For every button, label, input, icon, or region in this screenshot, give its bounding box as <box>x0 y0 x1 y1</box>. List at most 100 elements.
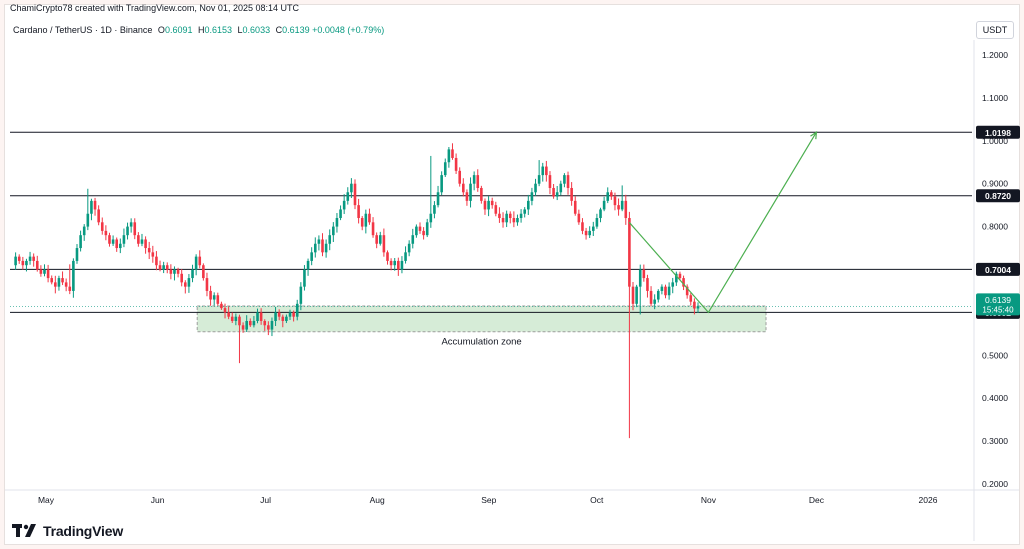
candle-body <box>480 187 483 201</box>
candle-body <box>429 213 433 223</box>
candle-body <box>472 175 476 184</box>
candle-body <box>332 226 335 236</box>
x-tick-label: Nov <box>701 495 717 505</box>
candle-body <box>555 192 559 197</box>
candle-body <box>541 166 545 176</box>
x-tick-label: Dec <box>809 495 825 505</box>
countdown-label: 15:45:40 <box>982 305 1014 314</box>
x-tick-label: Oct <box>590 495 604 505</box>
candle-body <box>462 183 465 193</box>
candle-body <box>689 295 693 302</box>
candle-body <box>245 320 248 330</box>
candle-body <box>220 303 223 309</box>
candle-body <box>425 222 429 236</box>
candle-body <box>111 239 115 244</box>
candle-body <box>682 278 685 287</box>
candle-body <box>238 316 241 326</box>
candle-body <box>155 256 158 266</box>
candle-body <box>346 192 350 201</box>
candle-body <box>357 205 360 219</box>
candle-body <box>277 312 281 317</box>
candle-body <box>317 239 321 244</box>
candle-body <box>527 200 530 210</box>
candle-body <box>667 286 671 296</box>
candle-body <box>35 260 39 270</box>
candle-body <box>465 192 469 201</box>
candle-body <box>656 290 660 300</box>
candle-body <box>14 256 17 266</box>
candle-body <box>147 248 151 253</box>
candle-body <box>270 320 274 330</box>
y-tick-label: 0.4000 <box>982 393 1008 403</box>
candle-body <box>440 175 443 193</box>
y-tick-label: 0.5000 <box>982 350 1008 360</box>
candle-body <box>50 278 54 283</box>
candle-body <box>126 226 129 236</box>
candle-body <box>227 312 230 317</box>
candle-body <box>86 213 90 227</box>
candle-body <box>415 226 418 236</box>
candle-body <box>588 230 591 236</box>
candle-body <box>664 286 667 296</box>
candle-body <box>104 230 108 236</box>
candle-body <box>566 175 570 188</box>
candle-body <box>28 256 32 261</box>
candle-body <box>393 260 397 266</box>
candle-body <box>140 239 144 244</box>
candle-body <box>202 265 205 279</box>
candle-body <box>61 278 64 283</box>
candle-body <box>259 312 263 321</box>
candle-body <box>267 325 270 330</box>
candle-body <box>624 200 628 219</box>
candle-body <box>339 209 342 219</box>
candle-body <box>176 269 180 274</box>
candle-body <box>433 205 436 214</box>
candle-body <box>418 226 422 231</box>
candle-body <box>263 320 267 326</box>
candle-body <box>599 209 602 219</box>
candle-body <box>523 209 526 214</box>
candle-body <box>610 192 613 197</box>
candle-body <box>649 290 653 304</box>
candle-body <box>451 149 454 158</box>
candle-body <box>620 200 624 210</box>
candle-body <box>313 243 317 253</box>
high-label: H <box>197 25 205 35</box>
candle-body <box>483 200 487 210</box>
candle-body <box>191 269 194 279</box>
projection-path <box>628 131 817 314</box>
candle-body <box>151 252 155 257</box>
y-tick-label: 0.2000 <box>982 479 1008 489</box>
candle-body <box>653 299 656 304</box>
candle-body <box>436 192 440 206</box>
candle-body <box>173 269 176 274</box>
candle-body <box>400 260 404 270</box>
candle-body <box>97 209 100 223</box>
candle-body <box>646 278 649 291</box>
candle-body <box>32 256 35 261</box>
candle-body <box>375 235 378 244</box>
candle-body <box>671 282 675 287</box>
candle-body <box>548 175 552 188</box>
candle-body <box>57 278 61 287</box>
candle-body <box>93 200 97 210</box>
level-price-tag <box>976 262 1020 276</box>
candle-body <box>628 218 631 287</box>
candle-body <box>584 230 588 236</box>
candle-body <box>122 235 126 244</box>
level-price-label: 1.0198 <box>985 128 1011 138</box>
candle-body <box>310 252 313 261</box>
candle-body <box>487 200 490 210</box>
credit-line: ChamiCrypto78 created with TradingView.c… <box>10 3 299 13</box>
candle-body <box>411 235 415 244</box>
candle-body <box>54 282 57 287</box>
y-tick-label: 0.3000 <box>982 436 1008 446</box>
candle-body <box>404 252 407 261</box>
y-tick-label: 1.1000 <box>982 93 1008 103</box>
candle-body <box>180 273 183 283</box>
candle-body <box>534 183 537 193</box>
tradingview-logo[interactable]: TradingView <box>12 523 123 539</box>
candle-body <box>295 303 299 317</box>
currency-button[interactable]: USDT <box>976 21 1014 39</box>
